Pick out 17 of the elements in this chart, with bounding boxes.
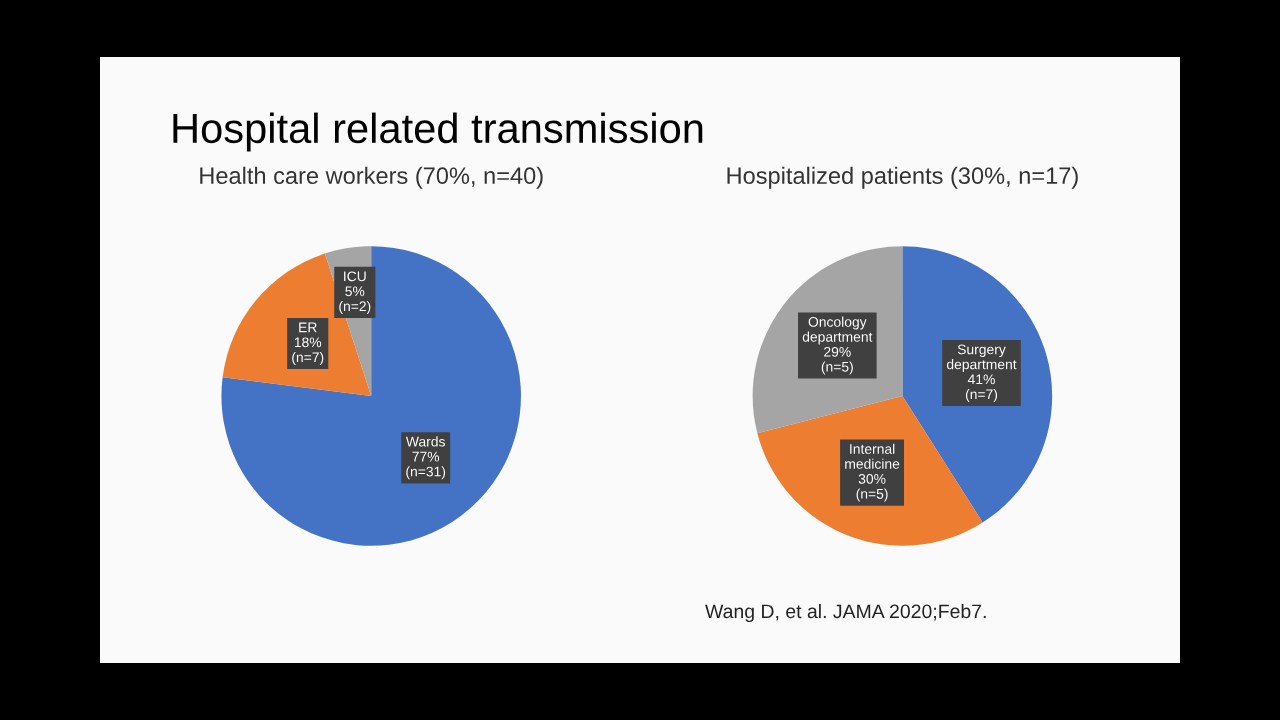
data-label: 41% (n=7) bbox=[965, 374, 998, 402]
slice-label: Wards bbox=[405, 436, 445, 447]
data-label: 77% (n=31) bbox=[406, 451, 446, 480]
text: Wang D, et al. JAMA 2020;Feb7. bbox=[705, 603, 986, 623]
slice-label: ER bbox=[299, 322, 317, 333]
pie-slice bbox=[221, 246, 521, 546]
slice-label: Oncology department bbox=[802, 316, 873, 345]
data-label: 30% (n=5) bbox=[856, 473, 888, 502]
slice-label: Internal medicine bbox=[845, 443, 900, 469]
chart-title: Health care workers (70%, n=40) bbox=[200, 166, 543, 189]
chart-title: Hospitalized patients (30%, n=17) bbox=[727, 166, 1078, 189]
data-label: 29% (n=5) bbox=[821, 346, 853, 375]
data-label: 5% (n=2) bbox=[339, 286, 371, 314]
text: Hospital related transmission bbox=[173, 112, 703, 152]
data-label: 18% (n=7) bbox=[292, 337, 324, 365]
slice-label: ICU bbox=[344, 271, 366, 282]
slice-label: Surgery department bbox=[946, 344, 1017, 373]
